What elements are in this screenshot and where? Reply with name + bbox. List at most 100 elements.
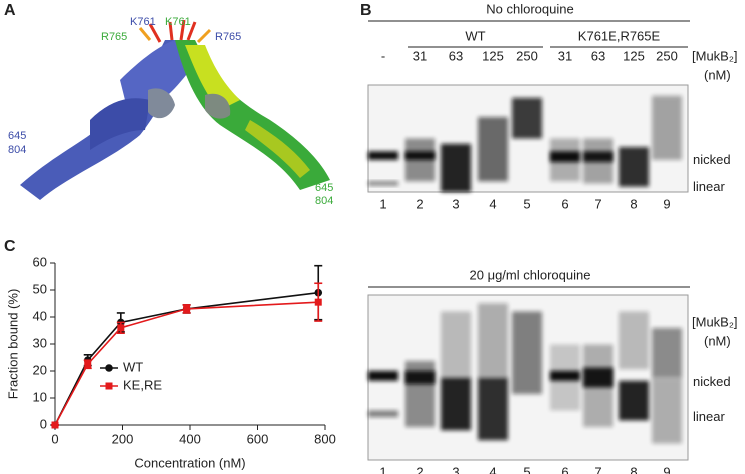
x-axis-label: Concentration (nM) bbox=[134, 455, 245, 470]
residue-label: R765 bbox=[215, 31, 241, 43]
lane-concentration: 31 bbox=[413, 48, 427, 63]
panel-letter: B bbox=[360, 2, 372, 19]
y-tick-label: 10 bbox=[33, 389, 47, 404]
legend-marker bbox=[105, 364, 113, 372]
lane-number: 5 bbox=[523, 464, 530, 474]
lane-concentration: 125 bbox=[482, 48, 504, 63]
legend-label: WT bbox=[123, 359, 143, 374]
lane-concentration: 250 bbox=[516, 48, 538, 63]
panel-letter: A bbox=[4, 2, 16, 19]
gel-band bbox=[550, 344, 580, 411]
x-tick-label: 200 bbox=[112, 431, 134, 446]
gel-band bbox=[619, 147, 649, 187]
lane-number: 4 bbox=[489, 196, 496, 211]
residue-label: K761 bbox=[165, 16, 191, 28]
gel-band bbox=[368, 151, 398, 160]
unit-label: [MukB₂] bbox=[692, 48, 738, 63]
lane-number: 8 bbox=[630, 464, 637, 474]
x-tick-label: 400 bbox=[179, 431, 201, 446]
lane-number: 6 bbox=[561, 464, 568, 474]
residue-label: K761 bbox=[130, 16, 156, 28]
gel-band bbox=[478, 377, 508, 441]
lane-concentration: 125 bbox=[623, 48, 645, 63]
gel-band bbox=[619, 380, 649, 421]
unit-label: [MukB₂] bbox=[692, 314, 738, 329]
band-label: nicked bbox=[693, 374, 731, 389]
gel-band bbox=[619, 311, 649, 370]
gel-band bbox=[583, 138, 613, 184]
gel-band bbox=[441, 311, 471, 378]
lane-number: 1 bbox=[379, 464, 386, 474]
x-tick-label: 800 bbox=[314, 431, 336, 446]
lane-number: 5 bbox=[523, 196, 530, 211]
band-label: linear bbox=[693, 179, 725, 194]
gel-band bbox=[478, 117, 508, 182]
residue-label: 645 bbox=[8, 130, 26, 142]
gel-band bbox=[550, 138, 580, 182]
lane-number: 9 bbox=[663, 196, 670, 211]
y-tick-label: 40 bbox=[33, 308, 47, 323]
gel-band bbox=[652, 95, 682, 160]
lane-number: 2 bbox=[416, 196, 423, 211]
gel-band bbox=[478, 303, 508, 378]
lane-number: 3 bbox=[452, 464, 459, 474]
gel-band bbox=[441, 377, 471, 431]
gel-band bbox=[368, 370, 398, 381]
data-point bbox=[314, 298, 322, 306]
data-point bbox=[183, 305, 191, 313]
data-point bbox=[117, 324, 125, 332]
gel-band bbox=[512, 311, 542, 394]
band-label: nicked bbox=[693, 152, 731, 167]
protein-structure bbox=[20, 19, 330, 200]
gel-title: No chloroquine bbox=[486, 1, 573, 16]
gel-band bbox=[652, 328, 682, 378]
residue-label: 804 bbox=[315, 195, 333, 207]
unit-label: (nM) bbox=[704, 67, 731, 82]
lane-concentration: - bbox=[381, 48, 385, 63]
band-label: linear bbox=[693, 409, 725, 424]
panel-letter: C bbox=[4, 238, 16, 255]
x-tick-label: 0 bbox=[51, 431, 58, 446]
group-label: K761E,R765E bbox=[578, 28, 661, 43]
lane-number: 7 bbox=[594, 464, 601, 474]
data-point bbox=[51, 421, 59, 429]
lane-number: 7 bbox=[594, 196, 601, 211]
y-tick-label: 20 bbox=[33, 362, 47, 377]
y-tick-label: 60 bbox=[33, 254, 47, 269]
lane-number: 9 bbox=[663, 464, 670, 474]
residue-label: R765 bbox=[101, 31, 127, 43]
group-label: WT bbox=[465, 28, 485, 43]
legend-marker bbox=[105, 382, 113, 390]
lane-number: 8 bbox=[630, 196, 637, 211]
y-tick-label: 50 bbox=[33, 281, 47, 296]
gel-band bbox=[652, 377, 682, 444]
residue-label: 804 bbox=[8, 144, 26, 156]
lane-number: 1 bbox=[379, 196, 386, 211]
gel-band bbox=[368, 410, 398, 418]
y-axis-label: Fraction bound (%) bbox=[5, 289, 20, 400]
legend-label: KE,RE bbox=[123, 377, 162, 392]
x-tick-label: 600 bbox=[247, 431, 269, 446]
gel-band bbox=[368, 181, 398, 186]
lane-number: 3 bbox=[452, 196, 459, 211]
y-tick-label: 0 bbox=[40, 416, 47, 431]
lane-number: 2 bbox=[416, 464, 423, 474]
gel-band bbox=[405, 370, 435, 385]
lane-concentration: 31 bbox=[558, 48, 572, 63]
gel-title: 20 μg/ml chloroquine bbox=[470, 267, 591, 282]
gel-band bbox=[405, 151, 435, 160]
residue-label: 645 bbox=[315, 182, 333, 194]
lane-number: 4 bbox=[489, 464, 496, 474]
gel-band bbox=[583, 344, 613, 427]
lane-concentration: 250 bbox=[656, 48, 678, 63]
lane-number: 6 bbox=[561, 196, 568, 211]
unit-label: (nM) bbox=[704, 333, 731, 348]
data-point bbox=[84, 360, 92, 368]
y-tick-label: 30 bbox=[33, 335, 47, 350]
series-line bbox=[54, 301, 319, 426]
gel-band bbox=[512, 97, 542, 139]
lane-concentration: 63 bbox=[449, 48, 463, 63]
lane-concentration: 63 bbox=[591, 48, 605, 63]
gel-band bbox=[441, 143, 471, 192]
